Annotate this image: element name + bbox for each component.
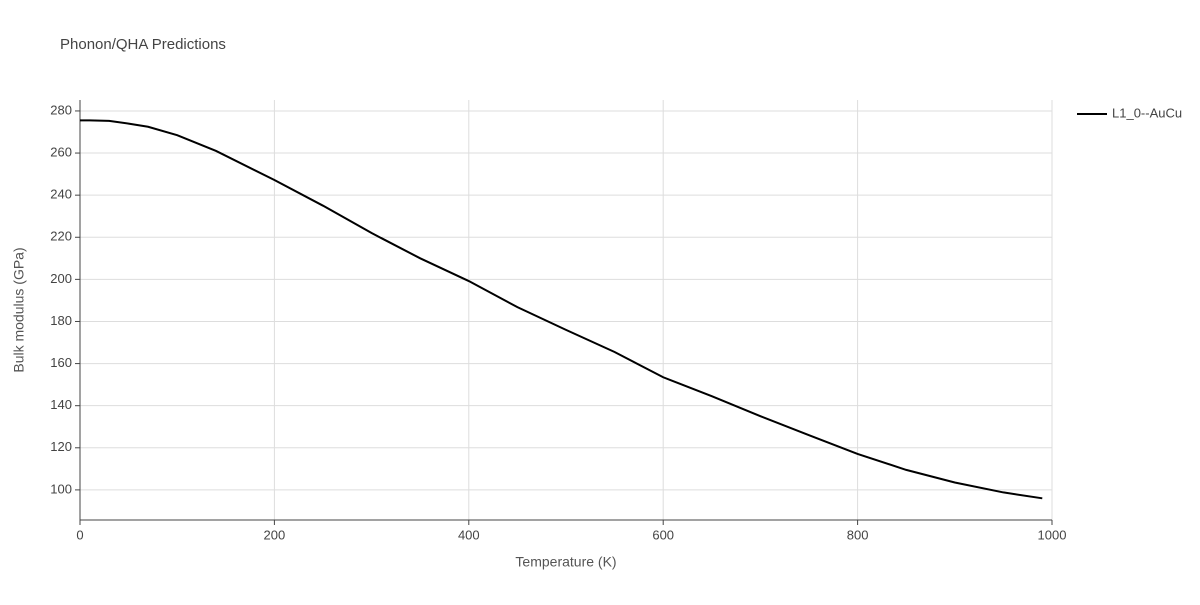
- x-tick-label: 400: [458, 527, 480, 542]
- x-tick-label: 600: [652, 527, 674, 542]
- x-axis-title: Temperature (K): [515, 554, 616, 570]
- y-tick-label: 140: [50, 397, 72, 412]
- legend-label: L1_0--AuCu: [1112, 105, 1182, 120]
- y-tick-label: 280: [50, 102, 72, 117]
- x-tick-label: 800: [847, 527, 869, 542]
- y-tick-label: 220: [50, 229, 72, 244]
- line-series: [80, 119, 1043, 500]
- x-tick-label: 1000: [1038, 527, 1067, 542]
- y-tick-label: 100: [50, 481, 72, 496]
- y-axis-title: Bulk modulus (GPa): [11, 247, 27, 372]
- x-tick-label: 200: [264, 527, 286, 542]
- x-tick-label: 0: [76, 527, 83, 542]
- y-tick-label: 200: [50, 271, 72, 286]
- y-tick-label: 180: [50, 313, 72, 328]
- y-tick-label: 120: [50, 439, 72, 454]
- y-tick-label: 160: [50, 355, 72, 370]
- y-tick-label: 260: [50, 144, 72, 159]
- chart-title: Phonon/QHA Predictions: [60, 36, 226, 53]
- y-tick-label: 240: [50, 187, 72, 202]
